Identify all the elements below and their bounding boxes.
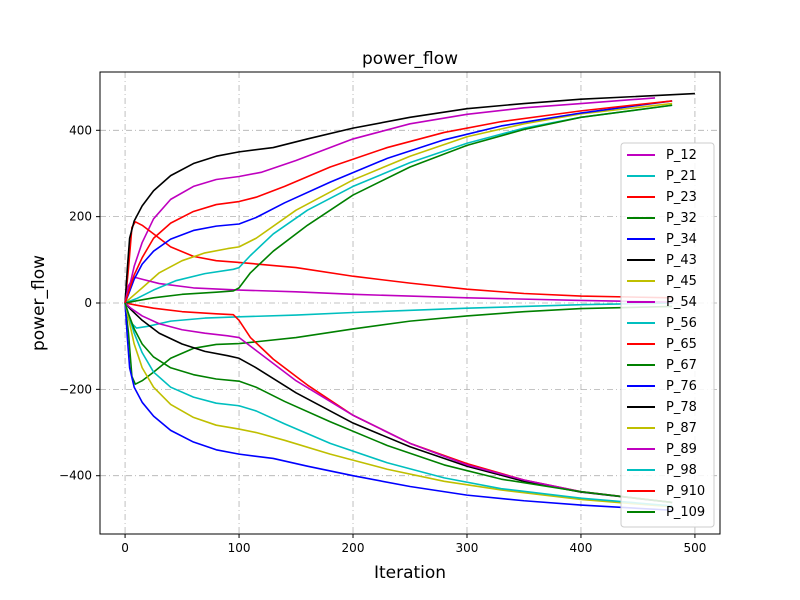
legend-label: P_32 [666,211,697,226]
series-line-p-12 [124,97,656,304]
x-axis-label: Iteration [374,563,446,583]
series-line-p-43 [124,92,695,304]
series-line-p-32 [124,302,673,385]
x-tick-label: 400 [570,541,593,555]
series-line-p-89 [124,302,673,504]
x-tick-label: 200 [342,541,365,555]
series-line-p-109 [124,302,673,504]
legend-label: P_34 [666,232,697,247]
legend-label: P_87 [666,421,697,436]
series-line-p-910 [124,100,673,304]
legend-label: P_45 [666,274,697,289]
x-tick-label: 100 [228,541,251,555]
legend-label: P_76 [666,379,697,394]
legend-label: P_23 [666,190,697,205]
series-line-p-67 [124,104,673,304]
y-tick-label: −400 [59,469,92,483]
legend-label: P_54 [666,295,697,310]
legend-label: P_65 [666,337,697,352]
series-line-p-87 [124,302,673,508]
legend-label: P_43 [666,253,697,268]
series-line-p-45 [124,102,673,304]
x-tick-label: 300 [456,541,479,555]
y-tick-label: 400 [69,123,92,137]
series-line-p-34 [124,302,673,512]
legend-label: P_78 [666,400,697,415]
ticks: 0 100 200 300 400 500 −400 −200 0 200 400 [59,123,706,555]
y-tick-label: 200 [69,210,92,224]
legend-label: P_56 [666,316,697,331]
legend-label: P_89 [666,442,697,457]
legend-label: P_98 [666,463,697,478]
legend-label: P_21 [666,169,697,184]
series-line-p-98 [124,302,673,507]
series-line-p-56 [124,104,673,304]
legend-label: P_109 [666,505,705,520]
legend: P_12 P_21 P_23 P_32 P_34 P_43 P_45 P_54 P_56 P_65… [620,142,715,528]
y-axis-label: power_flow [29,255,49,351]
x-tick-label: 0 [121,541,129,555]
series-layer [124,92,695,512]
legend-label: P_12 [666,148,697,163]
series-line-p-76 [124,100,673,304]
chart-title: power_flow [362,49,458,69]
legend-label: P_910 [666,484,705,499]
series-line-p-78 [124,302,673,504]
x-tick-label: 500 [683,541,706,555]
y-tick-label: −200 [59,382,92,396]
y-tick-label: 0 [84,296,92,310]
legend-label: P_67 [666,358,697,373]
series-line-p-21 [124,302,673,329]
